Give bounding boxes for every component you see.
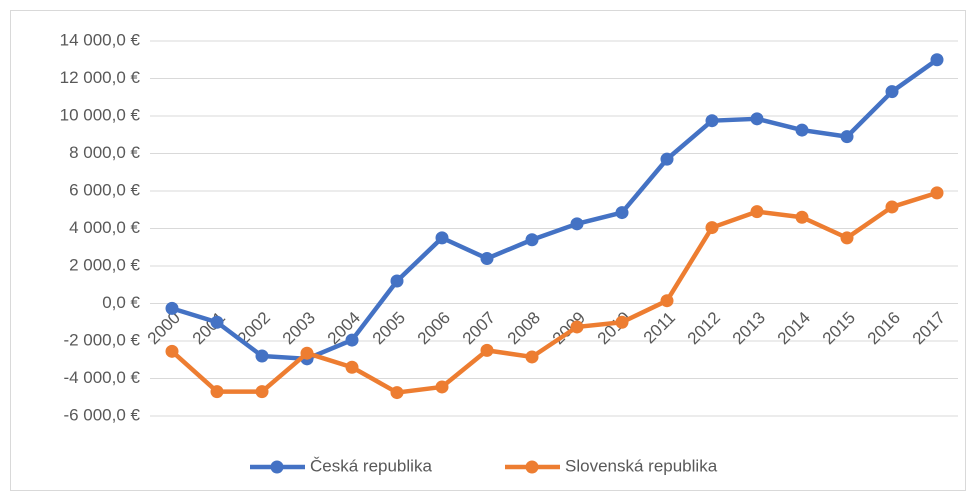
data-point <box>615 315 629 329</box>
data-point <box>750 112 764 126</box>
data-point <box>300 346 314 360</box>
y-tick-label: 10 000,0 € <box>60 105 141 124</box>
data-point <box>795 123 809 137</box>
chart-frame <box>10 10 966 491</box>
data-point <box>480 252 494 265</box>
y-tick-label: 6 000,0 € <box>69 180 140 199</box>
data-point <box>795 210 809 224</box>
y-tick-label: 8 000,0 € <box>69 143 140 162</box>
legend-label: Slovenská republika <box>565 456 718 475</box>
data-point <box>525 233 539 247</box>
y-tick-label: 12 000,0 € <box>60 68 141 87</box>
data-point <box>390 386 404 400</box>
data-point <box>345 360 359 374</box>
data-point <box>750 205 764 219</box>
data-point <box>705 221 719 235</box>
data-point <box>660 294 674 308</box>
legend-label: Česká republika <box>310 456 432 475</box>
data-point <box>435 231 449 245</box>
data-point <box>570 217 584 231</box>
data-point <box>390 274 404 288</box>
data-point <box>840 231 854 245</box>
data-point <box>255 385 269 399</box>
data-point <box>210 315 224 329</box>
y-tick-label: 14 000,0 € <box>60 30 141 49</box>
data-point <box>840 130 854 144</box>
y-tick-label: 2 000,0 € <box>69 255 140 274</box>
data-point <box>525 350 539 364</box>
data-point <box>930 186 944 200</box>
data-point <box>885 200 899 214</box>
legend-marker <box>525 460 539 474</box>
data-point <box>615 206 629 220</box>
y-tick-label: -4 000,0 € <box>63 368 140 387</box>
data-point <box>885 85 899 99</box>
data-point <box>705 114 719 128</box>
data-point <box>480 343 494 357</box>
series-line <box>170 190 938 395</box>
y-tick-label: -6 000,0 € <box>63 405 140 424</box>
data-point <box>345 333 359 347</box>
y-tick-label: 0,0 € <box>102 293 140 312</box>
legend-marker <box>270 460 284 474</box>
data-point <box>210 385 224 399</box>
data-point <box>660 152 674 166</box>
data-point <box>435 380 449 394</box>
data-point <box>165 301 179 315</box>
data-point <box>165 344 179 358</box>
data-point <box>930 53 944 67</box>
y-tick-label: 4 000,0 € <box>69 218 140 237</box>
data-point <box>255 349 269 363</box>
data-point <box>570 320 584 334</box>
y-tick-label: -2 000,0 € <box>63 330 140 349</box>
